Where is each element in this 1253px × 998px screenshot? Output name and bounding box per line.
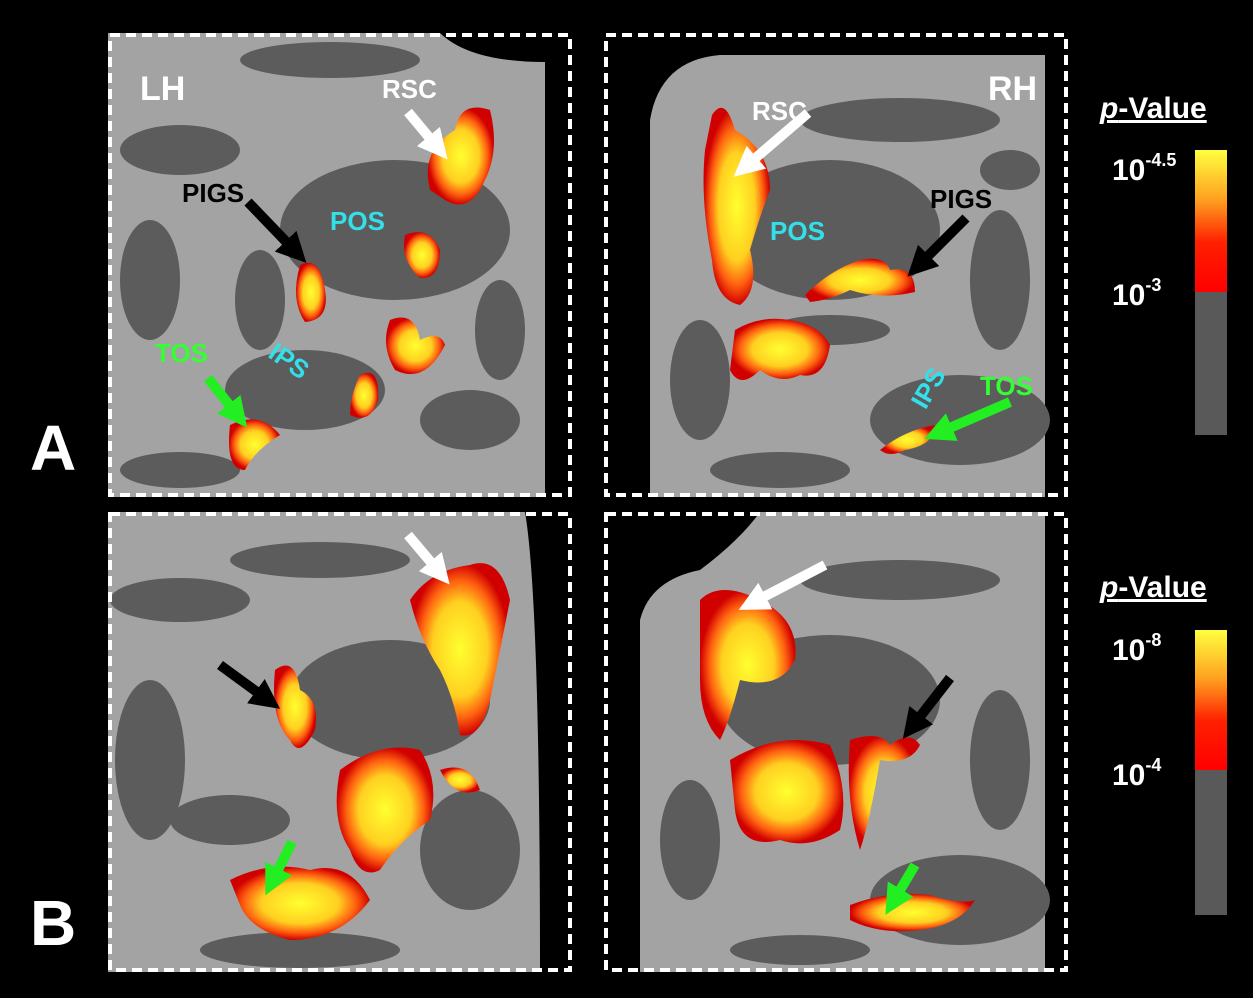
brain-map-part-part: [230, 542, 410, 578]
brain-map-part-part: [660, 780, 720, 900]
tick-label: -4: [1145, 755, 1161, 775]
colorbar-part: [1195, 770, 1227, 915]
brain-map-part-part: [170, 795, 290, 845]
brain-map-part-part: [800, 560, 1000, 600]
brain-map-part-part: [970, 690, 1030, 830]
tick-label: 10: [1112, 279, 1145, 312]
colorbar-title: -Value: [1118, 92, 1206, 125]
brain-map-part-part: [240, 42, 420, 78]
brain-map-part-part: [670, 320, 730, 440]
region-label: PIGS: [930, 184, 992, 214]
brain-map-part-part: [110, 578, 250, 622]
brain-map: [650, 55, 1050, 497]
region-label: PIGS: [182, 178, 244, 208]
brain-map-part-part: [730, 935, 870, 965]
brain-map-part-part: [420, 790, 520, 910]
region-label: RSC: [382, 74, 437, 104]
colorbar-title: p-Value: [1099, 571, 1207, 604]
colorbar-part: [1195, 292, 1227, 435]
panel-label: A: [30, 412, 76, 484]
colorbar-title: p-Value: [1099, 92, 1207, 125]
tick-label: -8: [1145, 630, 1161, 650]
tick-label: 10: [1112, 154, 1145, 187]
brain-map-part-part: [800, 98, 1000, 142]
brain-map-part-part: [120, 125, 240, 175]
colorbar-title: -Value: [1118, 571, 1206, 604]
region-label: POS: [330, 206, 385, 236]
brain-map-part-part: [475, 280, 525, 380]
colorbar-title: p: [1099, 92, 1118, 125]
colorbar: p-Value 10-4.5 10-3: [1099, 92, 1227, 435]
colorbar-title: p: [1099, 571, 1118, 604]
brain-map-part-part: [710, 452, 850, 488]
tick-label: 10: [1112, 634, 1145, 667]
brain-map: [108, 512, 540, 972]
region-label: RSC: [752, 96, 807, 126]
colorbar-part: 10-4.5: [1112, 150, 1176, 187]
figure: LH RSC PIGS POS IPS TOS RH RSC POS PIGS …: [0, 0, 1253, 998]
colorbar: p-Value 10-8 10-4: [1099, 571, 1227, 915]
brain-map-part-part: [235, 250, 285, 350]
tick-label: 10: [1112, 759, 1145, 792]
colorbar-part: [1195, 150, 1227, 292]
region-label: TOS: [155, 338, 208, 368]
brain-map: [640, 512, 1050, 972]
tick-label: -3: [1145, 275, 1161, 295]
region-label: TOS: [980, 371, 1033, 401]
region-label: POS: [770, 216, 825, 246]
colorbar-part: 10-8: [1112, 630, 1161, 667]
brain-map-part-part: [730, 740, 843, 843]
brain-map-part-part: [420, 390, 520, 450]
brain-map-part-part: [120, 220, 180, 340]
colorbar-part: 10-3: [1112, 275, 1161, 312]
colorbar-part: [1195, 630, 1227, 770]
panel-label: B: [30, 887, 76, 959]
brain-map-part-part: [970, 210, 1030, 350]
tick-label: -4.5: [1145, 150, 1176, 170]
colorbar-part: 10-4: [1112, 755, 1161, 792]
brain-map-part-part: [120, 452, 240, 488]
hemisphere-label: LH: [140, 70, 185, 108]
hemisphere-label: RH: [988, 70, 1037, 108]
